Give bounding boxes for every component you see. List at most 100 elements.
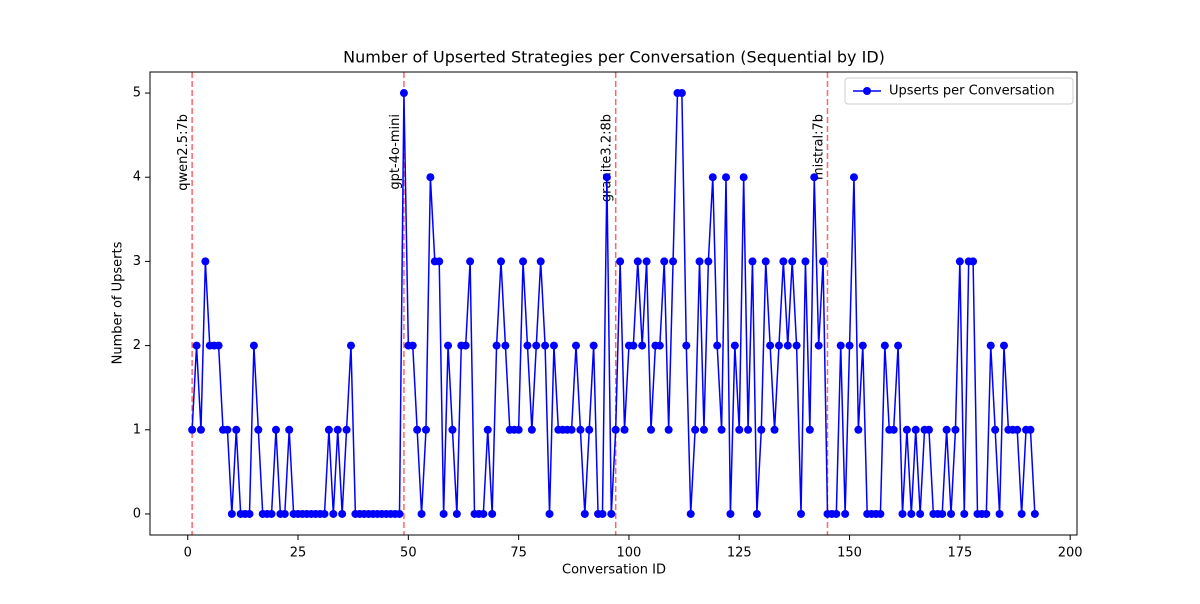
data-point: [757, 425, 766, 434]
x-tick-label: 100: [617, 546, 642, 561]
data-point: [629, 341, 638, 350]
data-point: [638, 341, 647, 350]
x-tick-label: 25: [290, 546, 307, 561]
data-point: [585, 425, 594, 434]
y-axis-label: Number of Upserts: [111, 241, 126, 364]
data-point: [395, 509, 404, 518]
data-point: [466, 257, 475, 266]
data-point: [907, 509, 916, 518]
x-tick-label: 125: [727, 546, 752, 561]
data-point: [408, 341, 417, 350]
data-point: [607, 509, 616, 518]
data-point: [770, 425, 779, 434]
data-point: [620, 425, 629, 434]
data-point: [324, 425, 333, 434]
data-point: [832, 509, 841, 518]
data-point: [611, 425, 620, 434]
data-point: [576, 425, 585, 434]
x-tick-label: 50: [400, 546, 417, 561]
data-point: [801, 257, 810, 266]
data-point: [448, 425, 457, 434]
data-point: [704, 257, 713, 266]
data-point: [545, 509, 554, 518]
data-point: [713, 341, 722, 350]
data-point: [501, 341, 510, 350]
data-point: [346, 341, 355, 350]
data-point: [814, 341, 823, 350]
data-point: [461, 341, 470, 350]
data-point: [541, 341, 550, 350]
data-point: [642, 257, 651, 266]
data-point: [902, 425, 911, 434]
data-point: [730, 341, 739, 350]
data-point: [880, 341, 889, 350]
data-point: [571, 341, 580, 350]
data-point: [841, 509, 850, 518]
data-point: [774, 341, 783, 350]
data-point: [549, 341, 558, 350]
data-point: [413, 425, 422, 434]
annotation-label: qwen2.5:7b: [176, 114, 191, 191]
data-point: [845, 341, 854, 350]
data-point: [960, 509, 969, 518]
data-point: [589, 341, 598, 350]
data-point: [779, 257, 788, 266]
data-point: [942, 425, 951, 434]
x-axis-label: Conversation ID: [562, 563, 666, 578]
data-point: [602, 173, 611, 182]
data-point: [280, 509, 289, 518]
data-point: [523, 341, 532, 350]
data-point: [722, 173, 731, 182]
data-point: [986, 341, 995, 350]
x-tick-label: 200: [1058, 546, 1083, 561]
data-point: [399, 89, 408, 98]
data-point: [488, 509, 497, 518]
data-point: [805, 425, 814, 434]
data-point: [1013, 425, 1022, 434]
data-point: [496, 257, 505, 266]
data-point: [708, 173, 717, 182]
data-point: [739, 173, 748, 182]
annotation-label: granite3.2:8b: [600, 114, 615, 202]
plot-frame: [149, 71, 1078, 536]
annotation-label: gpt-4o-mini: [388, 114, 403, 190]
data-point: [342, 425, 351, 434]
data-point: [686, 509, 695, 518]
data-point: [267, 509, 276, 518]
data-point: [810, 173, 819, 182]
data-point: [717, 425, 726, 434]
data-point: [947, 509, 956, 518]
data-point: [514, 425, 523, 434]
data-point: [691, 425, 700, 434]
annotation-label: mistral:7b: [811, 114, 826, 180]
data-point: [748, 257, 757, 266]
y-tick-label: 5: [133, 86, 141, 101]
data-point: [819, 257, 828, 266]
data-point: [894, 341, 903, 350]
data-point: [567, 425, 576, 434]
data-point: [1017, 509, 1026, 518]
data-point: [580, 509, 589, 518]
data-point: [951, 425, 960, 434]
data-point: [633, 257, 642, 266]
data-point: [699, 425, 708, 434]
data-point: [519, 257, 528, 266]
data-point: [435, 257, 444, 266]
data-point: [527, 425, 536, 434]
y-tick-label: 1: [133, 422, 141, 437]
data-point: [995, 509, 1004, 518]
data-point: [616, 257, 625, 266]
data-point: [271, 425, 280, 434]
data-point: [999, 341, 1008, 350]
data-point: [982, 509, 991, 518]
data-point: [858, 341, 867, 350]
data-point: [783, 341, 792, 350]
data-point: [647, 425, 656, 434]
data-point: [426, 173, 435, 182]
data-point: [201, 257, 210, 266]
data-point: [726, 509, 735, 518]
data-point: [320, 509, 329, 518]
data-point: [969, 257, 978, 266]
data-point: [536, 257, 545, 266]
